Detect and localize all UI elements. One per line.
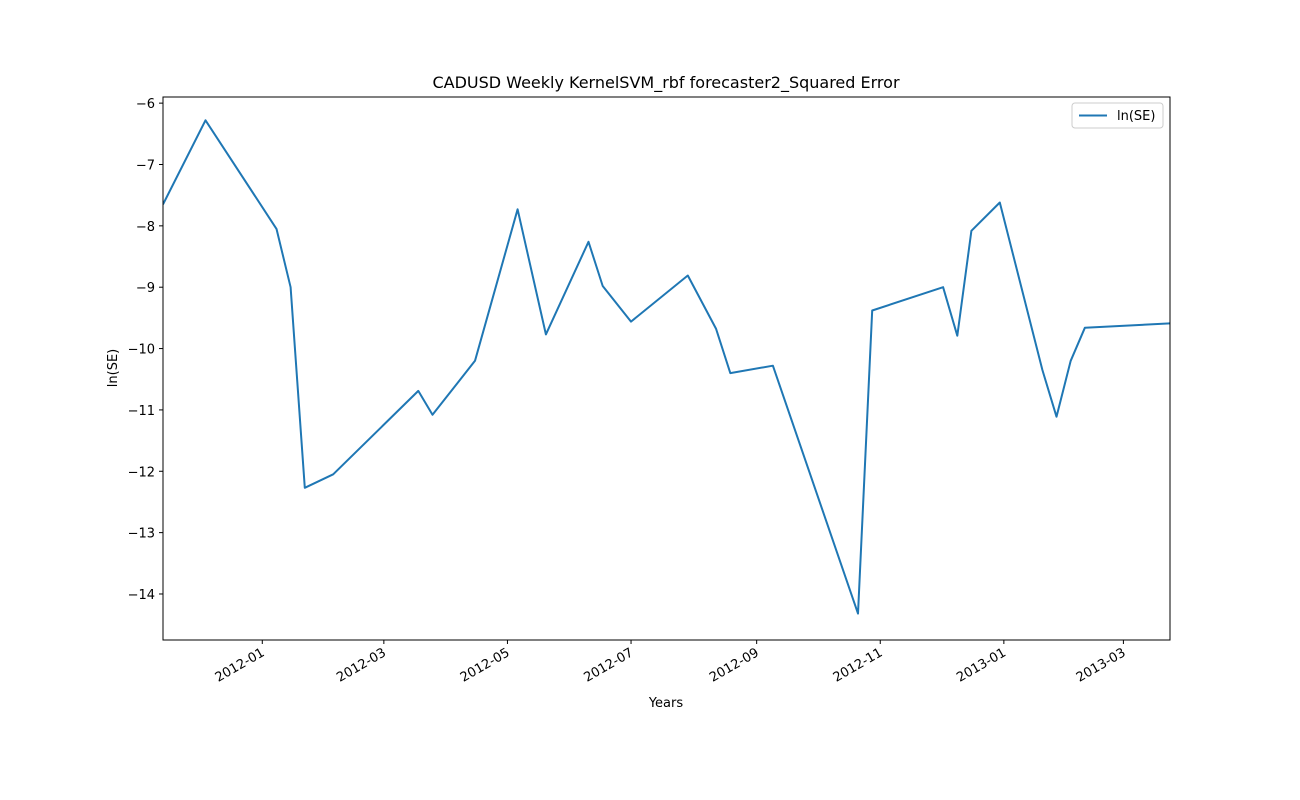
y-axis-label: ln(SE) (106, 349, 121, 387)
x-tick-label: 2012-01 (213, 645, 268, 685)
y-tick-label: −8 (136, 220, 155, 235)
x-tick-label: 2012-11 (831, 645, 886, 685)
x-tick-label: 2013-03 (1074, 645, 1129, 685)
x-axis: 2012-01 2012-03 2012-05 2012-07 2012-09 2012-… (213, 640, 1129, 686)
y-tick-label: −6 (136, 97, 155, 112)
x-tick-label: 2012-09 (707, 645, 762, 685)
legend-box (1071, 102, 1164, 129)
legend-label-ln-se: ln(SE) (1117, 109, 1155, 124)
y-tick-label: −12 (128, 465, 155, 480)
x-tick-label: 2012-03 (334, 645, 389, 685)
y-tick-label: −10 (128, 343, 155, 358)
x-tick-label: 2012-05 (458, 645, 513, 685)
series-line-ln-se (163, 119, 1170, 615)
y-tick-label: −9 (136, 281, 155, 296)
chart-title: CADUSD Weekly KernelSVM_rbf forecaster2_… (432, 73, 899, 93)
x-tick-label: 2013-01 (954, 645, 1009, 685)
axes-frame (162, 96, 1171, 641)
y-tick-label: −11 (128, 404, 155, 419)
y-axis: −6 −7 −8 −9 −10 −11 −12 −13 −14 (128, 97, 163, 603)
y-tick-label: −14 (128, 588, 155, 603)
y-tick-label: −13 (128, 527, 155, 542)
plot-area (163, 119, 1170, 615)
legend: ln(SE) (1071, 102, 1164, 129)
y-tick-label: −7 (136, 158, 155, 173)
x-tick-label: 2012-07 (581, 645, 636, 685)
x-axis-label: Years (648, 696, 684, 711)
